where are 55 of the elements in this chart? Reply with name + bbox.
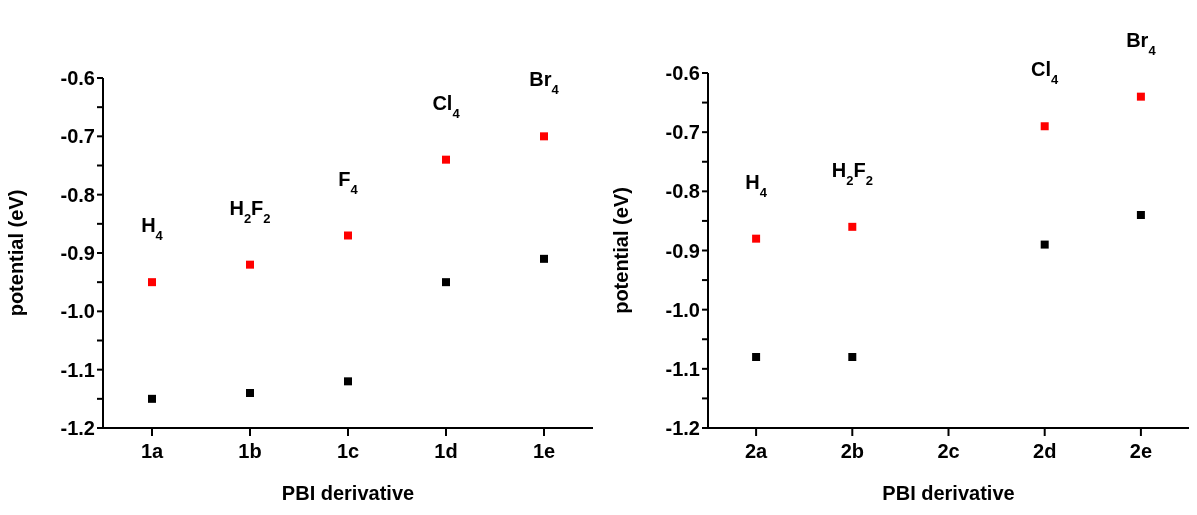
- point: [442, 155, 450, 164]
- point: [442, 278, 450, 287]
- point: [540, 254, 548, 263]
- y-axis-title: potential (eV): [5, 189, 28, 317]
- y-tick-label: -1.0: [665, 298, 700, 321]
- y-tick-label: -0.8: [60, 183, 95, 206]
- y-tick-label: -0.9: [665, 239, 700, 262]
- x-axis-title: PBI derivative: [281, 482, 415, 504]
- x-tick-label: 1e: [532, 440, 556, 463]
- y-tick-label: -0.6: [665, 62, 700, 85]
- annotation: F$_{4}$: [338, 167, 359, 196]
- annotation: H$_{2}$F$_{2}$: [831, 158, 873, 188]
- y-tick-label: -1.0: [60, 300, 95, 323]
- x-axis-title: PBI derivative: [882, 482, 1015, 504]
- annotation: Br$_{4}$: [529, 68, 560, 97]
- annotation: H$_{4}$: [745, 170, 768, 200]
- point: [1136, 92, 1145, 101]
- y-tick-label: -1.2: [60, 417, 95, 440]
- y-tick-label: -1.1: [665, 357, 700, 380]
- point: [1040, 240, 1049, 249]
- point: [344, 231, 352, 240]
- x-tick-label: 2c: [937, 440, 960, 463]
- point: [344, 377, 352, 386]
- point: [752, 353, 761, 361]
- x-tick-label: 1c: [336, 440, 360, 463]
- x-tick-label: 2b: [840, 440, 864, 463]
- y-tick-label: -0.9: [60, 242, 95, 265]
- point: [1136, 211, 1145, 219]
- annotation: Cl$_{4}$: [432, 91, 461, 121]
- x-tick-label: 1d: [434, 440, 458, 463]
- y-tick-label: -0.8: [665, 180, 700, 203]
- x-tick-label: 2a: [744, 440, 769, 463]
- y-tick-label: -0.6: [60, 67, 95, 90]
- x-tick-label: 2e: [1129, 440, 1153, 463]
- x-tick-label: 1a: [140, 440, 164, 463]
- y-tick-label: -0.7: [665, 121, 700, 144]
- annotation: H$_{4}$: [141, 214, 164, 243]
- point: [148, 394, 156, 403]
- y-axis-title: potential (eV): [610, 187, 633, 314]
- point: [246, 389, 254, 397]
- y-tick-label: -1.2: [665, 417, 700, 440]
- y-tick-label: -0.7: [60, 125, 95, 148]
- annotation: Cl$_{4}$: [1031, 58, 1060, 87]
- point: [1040, 122, 1049, 131]
- text: Br$_{4}$: [1126, 28, 1157, 58]
- x-tick-label: 1b: [238, 440, 262, 463]
- point: [148, 278, 156, 287]
- point: [540, 132, 548, 141]
- annotation: H$_{2}$F$_{2}$: [229, 196, 271, 226]
- point: [848, 353, 857, 361]
- point: [246, 260, 254, 269]
- y-tick-label: -1.1: [60, 358, 95, 381]
- point: [752, 234, 761, 243]
- x-tick-label: 2d: [1033, 440, 1057, 463]
- point: [848, 222, 857, 231]
